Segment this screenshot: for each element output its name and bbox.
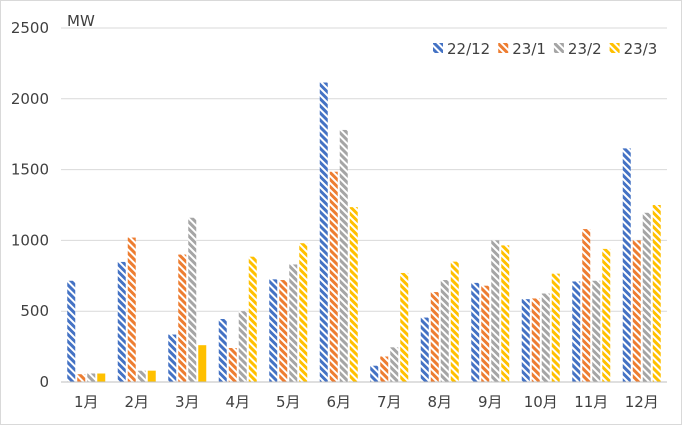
x-tick-label: 12月 — [625, 393, 659, 411]
bar-23-1-9 — [481, 285, 490, 382]
bar-22-12-8 — [420, 317, 429, 382]
legend: 22/12 23/1 23/2 23/3 — [433, 40, 657, 58]
bar-23-3-7 — [400, 272, 409, 382]
x-tick-label: 8月 — [427, 393, 452, 411]
legend-swatch — [498, 43, 509, 53]
legend-label: 23/3 — [624, 40, 658, 58]
bar-22-12-7 — [370, 365, 379, 382]
y-axis-unit-label: MW — [67, 12, 95, 30]
bar-23-1-12 — [632, 240, 641, 382]
x-tick-label: 2月 — [124, 393, 149, 411]
legend-label: 23/1 — [512, 40, 546, 58]
x-tick-label: 7月 — [377, 393, 402, 411]
x-tick-label: 10月 — [524, 393, 558, 411]
bar-23-2-12 — [642, 212, 651, 382]
x-tick-label: 11月 — [574, 393, 608, 411]
bar-23-2-6 — [339, 129, 348, 382]
bar-22-12-12 — [622, 148, 631, 382]
bar-23-1-2 — [127, 237, 136, 382]
bar-23-1-10 — [531, 298, 540, 382]
legend-swatch — [433, 43, 443, 53]
y-tick-label: 2500 — [11, 19, 49, 37]
y-tick-label: 0 — [39, 373, 49, 391]
legend-swatch — [609, 43, 620, 53]
bar-22-12-1 — [67, 280, 76, 382]
legend-label: 22/12 — [447, 40, 490, 58]
bar-23-2-2 — [137, 370, 146, 382]
bar-23-2-8 — [440, 280, 449, 382]
bar-23-3-9 — [501, 245, 510, 382]
bar-23-1-3 — [178, 254, 187, 382]
bar-23-2-7 — [390, 347, 399, 382]
bar-23-3-2 — [147, 370, 156, 382]
bar-23-3-12 — [652, 205, 661, 382]
x-tick-label: 9月 — [478, 393, 503, 411]
bar-22-12-3 — [168, 334, 177, 382]
bar-23-1-7 — [380, 356, 389, 382]
bar-23-2-11 — [592, 280, 601, 382]
bar-23-3-6 — [349, 207, 358, 382]
bar-22-12-9 — [471, 282, 480, 382]
bar-23-3-10 — [551, 273, 560, 382]
bar-23-1-5 — [279, 280, 288, 382]
bar-22-12-11 — [572, 281, 581, 382]
y-tick-label: 2000 — [11, 90, 49, 108]
bar-23-2-5 — [289, 264, 298, 382]
bar-23-2-3 — [188, 217, 197, 382]
legend-label: 23/2 — [568, 40, 602, 58]
bar-23-2-9 — [491, 240, 500, 382]
axes: 0 500 1000 1500 2000 2500 1月 2月 3月 4月 5月 6月 7月 8月 9月 10… — [11, 19, 667, 411]
bar-22-12-6 — [319, 82, 328, 383]
x-tick-label: 3月 — [175, 393, 200, 411]
bar-23-1-1 — [77, 374, 86, 382]
bar-23-1-6 — [329, 171, 338, 382]
bar-23-3-4 — [248, 256, 257, 382]
y-tick-label: 1000 — [11, 231, 49, 249]
bar-23-3-3 — [198, 345, 207, 382]
bar-22-12-10 — [521, 299, 530, 382]
bar-23-1-11 — [582, 229, 591, 382]
x-tick-label: 4月 — [225, 393, 250, 411]
gridlines — [61, 27, 667, 312]
y-tick-label: 1500 — [11, 161, 49, 179]
bar-23-2-4 — [238, 311, 247, 382]
legend-swatch — [553, 43, 564, 53]
bar-23-1-8 — [430, 292, 439, 382]
x-tick-label: 6月 — [326, 393, 351, 411]
bar-23-1-4 — [228, 348, 237, 382]
bar-23-3-11 — [602, 248, 611, 382]
bar-23-2-1 — [87, 373, 96, 382]
bar-23-2-10 — [541, 293, 550, 382]
bar-23-3-8 — [450, 261, 459, 382]
bar-23-3-5 — [299, 243, 308, 382]
y-tick-label: 500 — [20, 302, 49, 320]
bars — [67, 82, 661, 383]
bar-23-3-1 — [97, 373, 106, 382]
x-tick-label: 1月 — [74, 393, 99, 411]
x-tick-label: 5月 — [276, 393, 301, 411]
bar-22-12-5 — [269, 279, 278, 382]
bar-22-12-4 — [218, 318, 227, 382]
bar-22-12-2 — [117, 261, 126, 382]
